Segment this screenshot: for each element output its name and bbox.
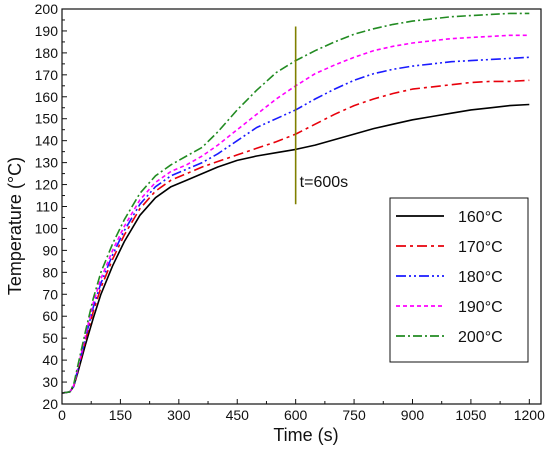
y-tick-label: 70: [42, 286, 58, 302]
legend-box: [389, 197, 529, 363]
y-tick-label: 60: [42, 308, 58, 324]
y-tick-label: 130: [35, 155, 59, 171]
x-tick-label: 1050: [455, 407, 486, 423]
y-tick-label: 180: [35, 45, 59, 61]
y-tick-label: 120: [35, 177, 59, 193]
y-tick-label: 80: [42, 264, 58, 280]
x-tick-label: 450: [226, 407, 250, 423]
legend-label-0: 160°C: [458, 209, 503, 226]
series-line-4: [61, 12, 530, 394]
series-line-0: [61, 103, 530, 394]
y-tick-label: 40: [42, 352, 58, 368]
annotation-label: t=600s: [300, 174, 348, 191]
x-tick-label: 0: [58, 407, 66, 423]
legend-label-2: 180°C: [458, 269, 503, 286]
annotation-group: t=600s: [294, 26, 348, 205]
y-tick-label: 150: [35, 111, 59, 127]
x-tick-label: 900: [401, 407, 425, 423]
x-tick-label: 600: [284, 407, 308, 423]
y-tick-label: 100: [35, 220, 59, 236]
y-axis-title: Temperature (°C): [5, 157, 25, 295]
axes: 0 150 300 450 600 750 900 1050 1200 20 30 40 50 60 70 8…: [35, 1, 545, 423]
series-line-1: [61, 79, 530, 394]
legend-label-1: 170°C: [458, 239, 503, 256]
plot-area: [61, 12, 530, 394]
x-axis-title: Time (s): [273, 425, 338, 445]
y-tick-label: 170: [35, 67, 59, 83]
y-tick-label: 90: [42, 242, 58, 258]
y-tick-label: 200: [35, 1, 59, 17]
y-tick-label: 140: [35, 133, 59, 149]
x-tick-label: 300: [167, 407, 191, 423]
series-line-3: [61, 34, 530, 394]
x-tick-label: 750: [342, 407, 366, 423]
x-tick-label: 150: [109, 407, 133, 423]
y-tick-label: 50: [42, 330, 58, 346]
series-line-2: [61, 56, 530, 394]
x-tick-label: 1200: [514, 407, 545, 423]
y-tick-label: 20: [42, 396, 58, 412]
y-tick-label: 110: [36, 199, 59, 215]
legend: 160°C 170°C 180°C 190°C 200°C: [389, 197, 529, 363]
legend-label-4: 200°C: [458, 329, 503, 346]
y-tick-label: 190: [35, 23, 59, 39]
y-tick-label: 30: [42, 374, 58, 390]
y-tick-label: 160: [35, 89, 59, 105]
legend-label-3: 190°C: [458, 299, 503, 316]
